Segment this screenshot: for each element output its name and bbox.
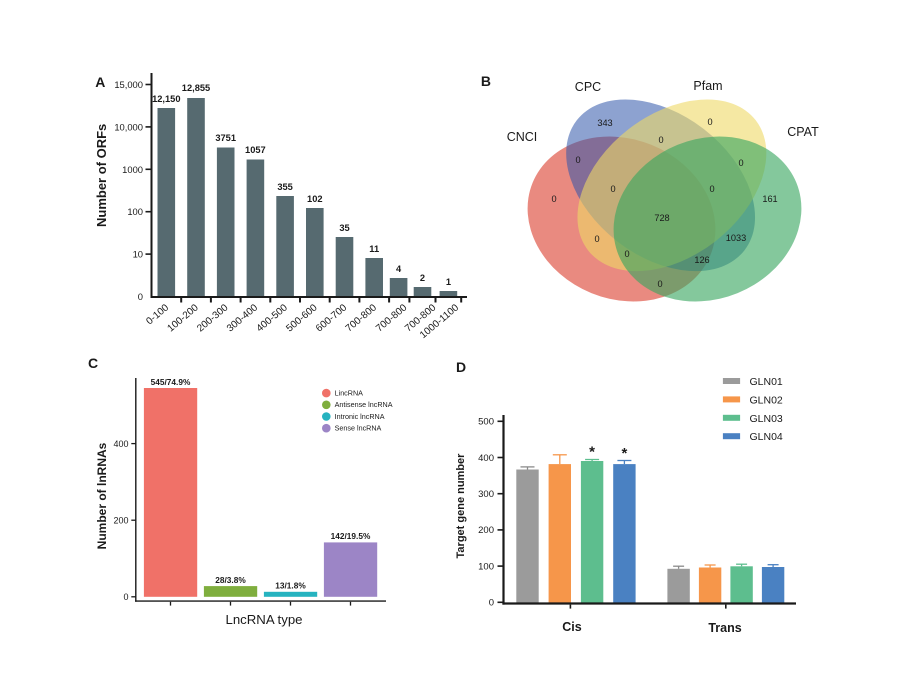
svg-text:100: 100 bbox=[478, 561, 494, 572]
svg-text:0: 0 bbox=[138, 291, 143, 302]
svg-text:200-300: 200-300 bbox=[195, 302, 231, 334]
svg-text:400: 400 bbox=[113, 439, 128, 449]
svg-text:GLN02: GLN02 bbox=[750, 394, 783, 406]
svg-text:LncRNA type: LncRNA type bbox=[226, 612, 303, 627]
svg-text:0: 0 bbox=[709, 184, 714, 194]
svg-text:142/19.5%: 142/19.5% bbox=[331, 531, 371, 541]
svg-text:200: 200 bbox=[478, 525, 494, 536]
svg-text:500: 500 bbox=[478, 417, 494, 428]
svg-text:500-600: 500-600 bbox=[284, 302, 320, 334]
svg-text:3751: 3751 bbox=[215, 133, 236, 143]
svg-text:355: 355 bbox=[277, 182, 293, 192]
svg-text:A: A bbox=[95, 74, 105, 90]
svg-text:12,150: 12,150 bbox=[152, 94, 180, 104]
svg-text:343: 343 bbox=[597, 118, 612, 128]
svg-text:0: 0 bbox=[658, 135, 663, 145]
svg-text:1033: 1033 bbox=[726, 233, 746, 243]
svg-text:4: 4 bbox=[396, 264, 402, 274]
svg-text:400-500: 400-500 bbox=[255, 302, 291, 334]
svg-text:0: 0 bbox=[575, 155, 580, 165]
svg-text:1057: 1057 bbox=[245, 145, 266, 155]
svg-text:1: 1 bbox=[446, 277, 451, 287]
svg-text:0: 0 bbox=[123, 592, 128, 602]
svg-text:545/74.9%: 545/74.9% bbox=[151, 377, 191, 387]
svg-text:1000: 1000 bbox=[122, 164, 143, 175]
svg-text:Sense lncRNA: Sense lncRNA bbox=[335, 424, 382, 433]
svg-text:100: 100 bbox=[127, 206, 143, 217]
svg-text:126: 126 bbox=[694, 255, 709, 265]
svg-text:300: 300 bbox=[478, 489, 494, 500]
svg-text:Pfam: Pfam bbox=[693, 79, 722, 93]
svg-text:10: 10 bbox=[133, 249, 143, 260]
svg-text:0: 0 bbox=[489, 598, 494, 609]
svg-text:35: 35 bbox=[339, 223, 349, 233]
svg-text:28/3.8%: 28/3.8% bbox=[215, 575, 246, 585]
svg-text:GLN03: GLN03 bbox=[750, 413, 783, 425]
svg-text:700-800: 700-800 bbox=[344, 302, 380, 334]
svg-text:*: * bbox=[621, 445, 627, 462]
svg-text:Trans: Trans bbox=[708, 621, 741, 635]
svg-text:C: C bbox=[88, 355, 98, 371]
svg-text:Number of ORFs: Number of ORFs bbox=[94, 124, 109, 227]
svg-text:13/1.8%: 13/1.8% bbox=[275, 581, 306, 591]
svg-text:100-200: 100-200 bbox=[166, 302, 202, 334]
svg-text:Intronic lncRNA: Intronic lncRNA bbox=[335, 412, 385, 421]
svg-text:D: D bbox=[456, 359, 466, 375]
svg-text:Number of lnRNAs: Number of lnRNAs bbox=[95, 442, 109, 549]
svg-text:0: 0 bbox=[738, 158, 743, 168]
svg-text:2: 2 bbox=[420, 273, 425, 283]
svg-text:CNCI: CNCI bbox=[507, 130, 538, 144]
svg-text:400: 400 bbox=[478, 453, 494, 464]
svg-text:11: 11 bbox=[369, 244, 379, 254]
svg-text:200: 200 bbox=[113, 515, 128, 525]
svg-text:300-400: 300-400 bbox=[225, 302, 261, 334]
svg-text:LincRNA: LincRNA bbox=[335, 389, 364, 398]
svg-text:CPAT: CPAT bbox=[787, 125, 819, 139]
svg-text:102: 102 bbox=[307, 194, 323, 204]
svg-text:0: 0 bbox=[707, 117, 712, 127]
svg-text:0: 0 bbox=[551, 194, 556, 204]
svg-text:161: 161 bbox=[762, 194, 777, 204]
svg-text:GLN04: GLN04 bbox=[750, 431, 783, 443]
svg-text:Antisense lncRNA: Antisense lncRNA bbox=[335, 400, 393, 409]
svg-text:0: 0 bbox=[624, 249, 629, 259]
svg-text:10,000: 10,000 bbox=[114, 121, 143, 132]
svg-text:600-700: 600-700 bbox=[314, 302, 350, 334]
svg-text:CPC: CPC bbox=[575, 80, 601, 94]
svg-text:728: 728 bbox=[654, 213, 669, 223]
svg-text:*: * bbox=[589, 444, 595, 461]
svg-text:700-800: 700-800 bbox=[374, 302, 410, 334]
svg-text:Cis: Cis bbox=[562, 620, 582, 634]
svg-text:15,000: 15,000 bbox=[114, 79, 143, 90]
svg-text:B: B bbox=[481, 73, 491, 89]
svg-text:0: 0 bbox=[594, 234, 599, 244]
svg-text:12,855: 12,855 bbox=[182, 83, 210, 93]
svg-text:GLN01: GLN01 bbox=[750, 376, 783, 388]
svg-text:0: 0 bbox=[657, 279, 662, 289]
svg-text:Target gene number: Target gene number bbox=[455, 453, 467, 559]
svg-text:0: 0 bbox=[610, 184, 615, 194]
